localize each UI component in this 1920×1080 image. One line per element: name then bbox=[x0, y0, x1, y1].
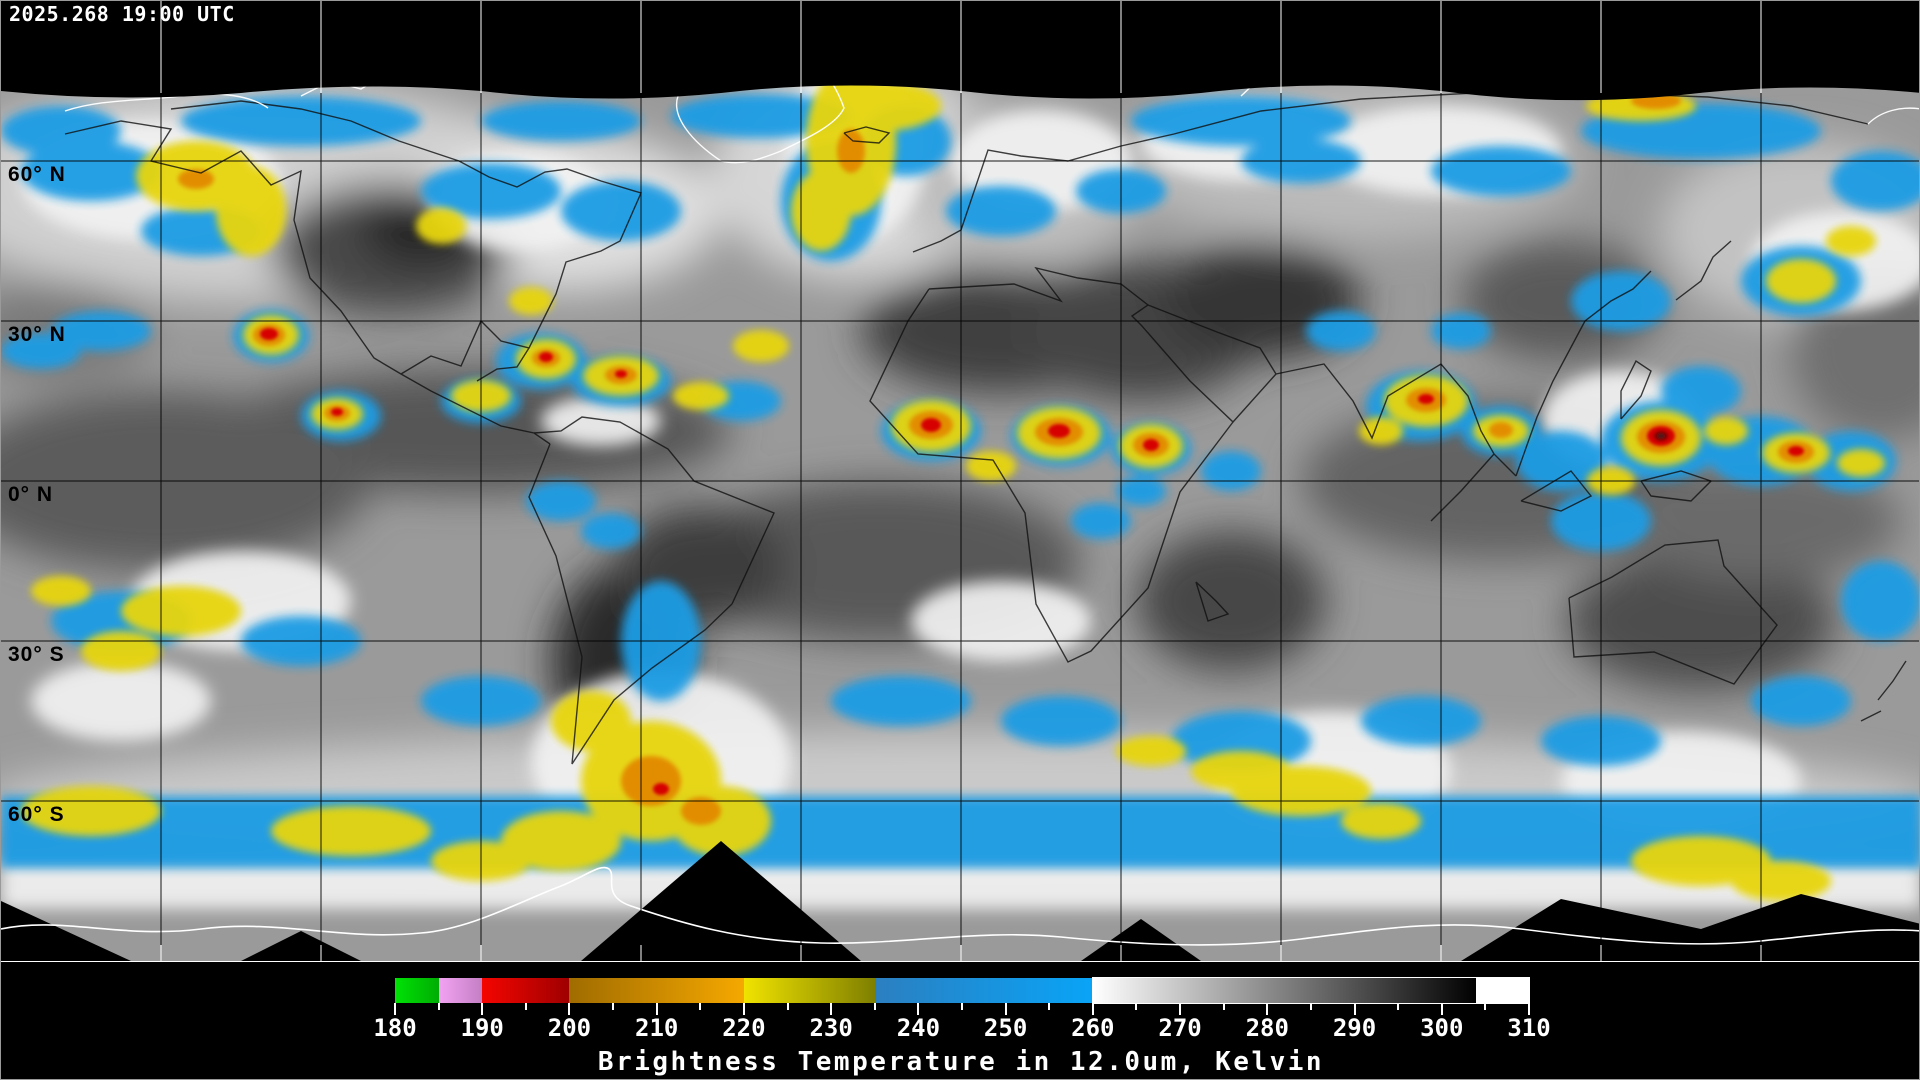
colorbar-title: Brightness Temperature in 12.0um, Kelvin bbox=[597, 1047, 1325, 1077]
colorbar-major-tick bbox=[1091, 1003, 1094, 1015]
latitude-label: 60° S bbox=[8, 803, 65, 826]
colorbar-minor-tick bbox=[437, 1003, 440, 1010]
colorbar-tick-label: 300 bbox=[1420, 1014, 1464, 1042]
satellite-map-canvas bbox=[1, 1, 1919, 961]
colorbar-tick-label: 240 bbox=[896, 1014, 941, 1042]
colorbar-minor-tick bbox=[1309, 1003, 1312, 1010]
colorbar-minor-tick bbox=[1222, 1003, 1225, 1010]
colorbar-legend: 180 190 200 210 220 230 240 250 260 270 280 290 300 3… bbox=[1, 961, 1919, 1079]
colorbar-major-tick bbox=[917, 1003, 920, 1015]
colorbar-segment bbox=[1092, 978, 1477, 1003]
colorbar-major-tick bbox=[1179, 1003, 1182, 1015]
colorbar-tick-label: 280 bbox=[1245, 1014, 1289, 1042]
colorbar-segment bbox=[482, 978, 570, 1003]
colorbar-major-tick bbox=[1353, 1003, 1356, 1015]
timestamp-label: 2025.268 19:00 UTC bbox=[9, 2, 235, 26]
colorbar-minor-tick bbox=[612, 1003, 615, 1010]
latitude-label: 60° N bbox=[8, 163, 66, 186]
colorbar-tick-label: 260 bbox=[1071, 1014, 1115, 1042]
colorbar-minor-tick bbox=[1484, 1003, 1487, 1010]
colorbar-segment bbox=[874, 978, 1093, 1003]
colorbar-segment bbox=[395, 978, 439, 1003]
colorbar-segment bbox=[569, 978, 744, 1003]
colorbar-minor-tick bbox=[961, 1003, 963, 1010]
colorbar-major-tick bbox=[655, 1003, 658, 1015]
colorbar-tick-label: 230 bbox=[809, 1014, 853, 1042]
colorbar-segment bbox=[743, 978, 875, 1003]
colorbar-minor-tick bbox=[1135, 1003, 1138, 1010]
colorbar-major-tick bbox=[1266, 1003, 1269, 1015]
colorbar-tick-label: 250 bbox=[983, 1014, 1028, 1042]
colorbar-major-tick bbox=[742, 1003, 745, 1015]
antarctic-coastline bbox=[1, 866, 1919, 946]
colorbar-major-tick bbox=[1004, 1003, 1007, 1015]
latitude-label: 30° S bbox=[8, 643, 65, 666]
graticule-dark bbox=[1, 93, 1919, 961]
colorbar-segment bbox=[438, 978, 483, 1003]
colorbar-minor-tick bbox=[873, 1003, 876, 1010]
colorbar-minor-tick bbox=[524, 1003, 527, 1010]
colorbar-tick-label: 210 bbox=[635, 1014, 679, 1042]
colorbar-tick-label: 310 bbox=[1507, 1014, 1551, 1042]
colorbar-major-tick bbox=[830, 1003, 833, 1015]
colorbar-tick-label: 200 bbox=[547, 1014, 592, 1042]
latitude-label: 0° N bbox=[8, 483, 54, 506]
typhoon-eye bbox=[1654, 431, 1668, 441]
colorbar-major-tick bbox=[1528, 1003, 1530, 1015]
colorbar-minor-tick bbox=[1048, 1003, 1051, 1010]
colorbar-minor-tick bbox=[786, 1003, 789, 1010]
colorbar-minor-tick bbox=[699, 1003, 702, 1010]
colorbar-segment bbox=[1476, 978, 1529, 1003]
colorbar-tick-label: 190 bbox=[460, 1014, 504, 1042]
colorbar-minor-tick bbox=[1397, 1003, 1400, 1010]
colorbar-tick-label: 270 bbox=[1158, 1014, 1202, 1042]
colorbar-tick-label: 290 bbox=[1332, 1014, 1377, 1042]
colorbar-major-tick bbox=[1440, 1003, 1443, 1015]
antarctic-space-wedges bbox=[1, 841, 1919, 961]
colorbar-major-tick bbox=[394, 1003, 396, 1015]
graticule-light bbox=[160, 1, 1762, 961]
latitude-label: 30° N bbox=[8, 323, 66, 346]
colorbar-major-tick bbox=[568, 1003, 571, 1015]
colorbar-tick-label: 180 bbox=[373, 1014, 417, 1042]
colorbar-major-tick bbox=[481, 1003, 484, 1015]
colorbar-tick-label: 220 bbox=[722, 1014, 766, 1042]
global-ir-map: 2025.268 19:00 UTC 60° N 30° N 0° N 30° S 60… bbox=[1, 1, 1919, 961]
